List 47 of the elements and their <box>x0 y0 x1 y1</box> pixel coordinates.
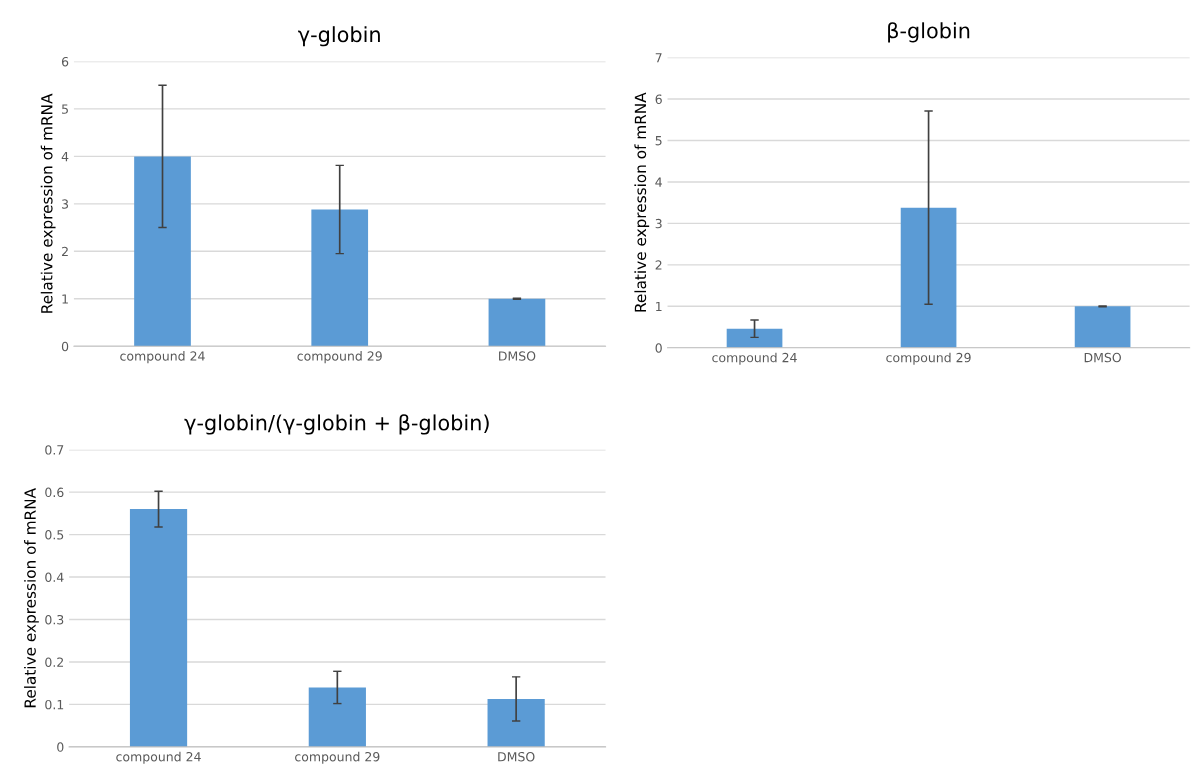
y-tick-label: 0 <box>57 742 64 752</box>
y-tick-label: 5 <box>655 136 662 146</box>
bar <box>726 328 783 348</box>
y-tick-label: 0.6 <box>45 487 64 498</box>
chart-title: β-globin <box>888 22 970 43</box>
x-tick-label: DMSO <box>498 751 535 762</box>
y-tick-label: 0.7 <box>45 445 64 455</box>
y-tick-label: 5 <box>62 104 68 114</box>
y-axis-title: Relative expression of mRNA <box>24 488 39 708</box>
x-tick-label: compound 29 <box>886 352 971 365</box>
y-tick-label: 0.5 <box>45 530 64 540</box>
x-tick-label: compound 29 <box>297 351 382 364</box>
y-tick-label: 0 <box>655 343 662 353</box>
bar <box>308 687 366 747</box>
y-tick-label: 0.3 <box>45 614 64 625</box>
x-tick-label: compound 24 <box>120 351 205 364</box>
bar <box>487 698 545 747</box>
bar <box>311 209 369 347</box>
y-axis-title: Relative expression of mRNA <box>40 93 56 313</box>
y-tick-label: 2 <box>655 260 662 270</box>
y-tick-label: 0.2 <box>45 657 64 667</box>
y-tick-label: 4 <box>61 152 69 162</box>
y-tick-label: 0 <box>61 341 69 352</box>
y-tick-label: 0.1 <box>45 699 64 710</box>
y-tick-label: 6 <box>61 56 69 67</box>
y-tick-label: 4 <box>655 177 662 187</box>
bar <box>134 156 191 347</box>
y-tick-label: 2 <box>62 246 68 257</box>
y-tick-label: 6 <box>655 94 662 104</box>
y-axis-title: Relative expression of mRNA <box>634 92 650 312</box>
y-tick-label: 3 <box>62 199 69 209</box>
x-tick-label: DMSO <box>499 351 536 361</box>
bar <box>1074 306 1131 348</box>
y-tick-label: 0.4 <box>45 572 64 582</box>
x-tick-label: compound 24 <box>116 751 201 764</box>
chart-title: γ-globin <box>298 26 380 47</box>
bar <box>900 207 957 348</box>
y-tick-label: 7 <box>655 53 662 63</box>
y-tick-label: 3 <box>655 218 662 229</box>
bar <box>129 509 188 747</box>
x-tick-label: compound 29 <box>295 751 380 764</box>
y-tick-label: 1 <box>656 301 662 312</box>
bar <box>488 298 546 347</box>
y-tick-label: 1 <box>62 294 68 304</box>
chart-title: γ-globin/(γ-globin + β-globin) <box>184 414 489 435</box>
x-tick-label: compound 24 <box>712 352 797 365</box>
x-tick-label: DMSO <box>1084 352 1121 363</box>
